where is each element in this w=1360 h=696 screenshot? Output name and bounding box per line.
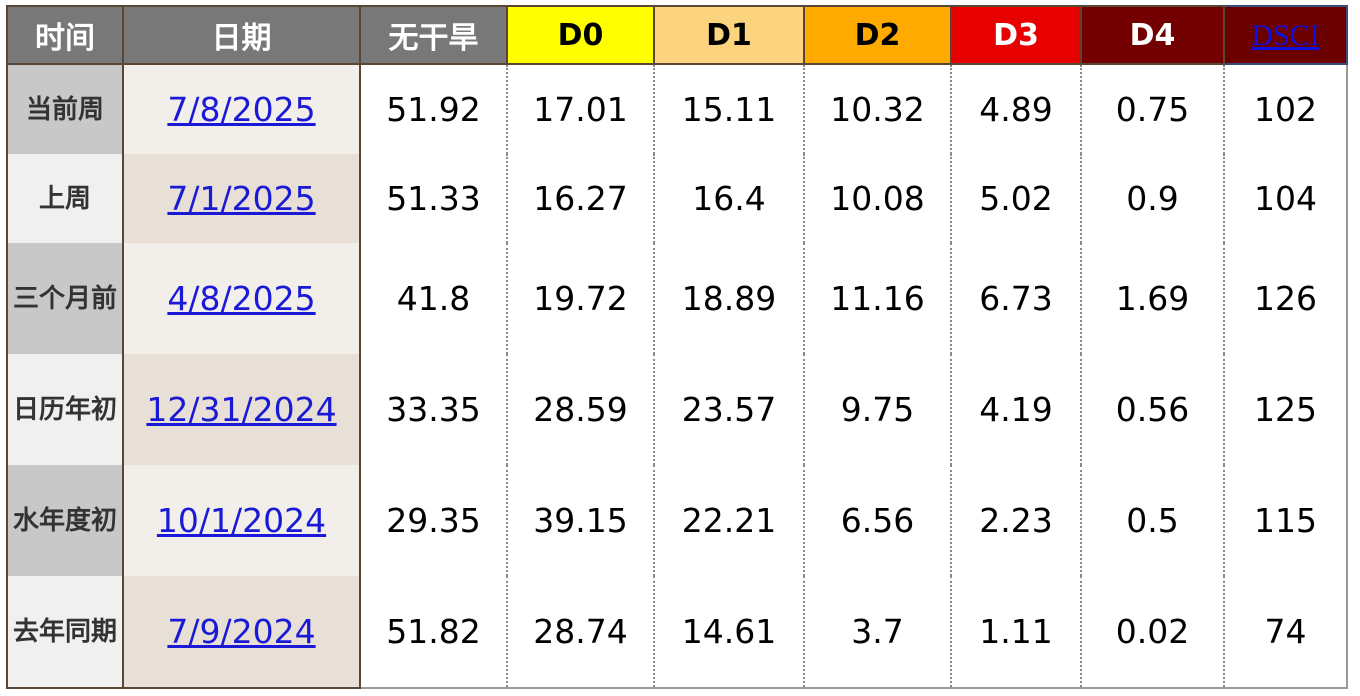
header-d0: D0: [506, 5, 655, 65]
d4-value: 0.56: [1080, 354, 1225, 465]
table-row: 上周 7/1/2025 51.33 16.27 16.4 10.08 5.02 …: [6, 154, 1348, 243]
d2-value: 3.7: [803, 576, 952, 689]
d3-value: 4.89: [950, 64, 1082, 154]
d3-value: 2.23: [950, 465, 1082, 576]
table-row: 当前周 7/8/2025 51.92 17.01 15.11 10.32 4.8…: [6, 64, 1348, 154]
d0-value: 17.01: [506, 64, 655, 154]
d1-value: 14.61: [653, 576, 805, 689]
header-d1: D1: [653, 5, 805, 65]
dsci-value: 104: [1223, 154, 1348, 243]
d0-value: 39.15: [506, 465, 655, 576]
none-value: 51.92: [359, 64, 508, 154]
d2-value: 10.08: [803, 154, 952, 243]
d2-value: 10.32: [803, 64, 952, 154]
header-time: 时间: [6, 5, 124, 65]
time-label: 去年同期: [6, 576, 124, 689]
d3-value: 4.19: [950, 354, 1082, 465]
table-row: 三个月前 4/8/2025 41.8 19.72 18.89 11.16 6.7…: [6, 243, 1348, 354]
d4-value: 0.02: [1080, 576, 1225, 689]
d3-value: 1.11: [950, 576, 1082, 689]
d1-value: 23.57: [653, 354, 805, 465]
header-d2: D2: [803, 5, 952, 65]
date-link[interactable]: 12/31/2024: [146, 390, 337, 429]
d4-value: 1.69: [1080, 243, 1225, 354]
d1-value: 16.4: [653, 154, 805, 243]
table-row: 去年同期 7/9/2024 51.82 28.74 14.61 3.7 1.11…: [6, 576, 1348, 689]
time-label: 当前周: [6, 64, 124, 154]
d3-value: 6.73: [950, 243, 1082, 354]
d0-value: 28.59: [506, 354, 655, 465]
dsci-value: 126: [1223, 243, 1348, 354]
none-value: 51.82: [359, 576, 508, 689]
header-d3: D3: [950, 5, 1082, 65]
time-label: 三个月前: [6, 243, 124, 354]
date-link[interactable]: 7/8/2025: [167, 90, 316, 129]
dsci-value: 102: [1223, 64, 1348, 154]
d4-value: 0.75: [1080, 64, 1225, 154]
dsci-value: 125: [1223, 354, 1348, 465]
d4-value: 0.5: [1080, 465, 1225, 576]
date-cell: 4/8/2025: [122, 243, 361, 354]
time-label: 日历年初: [6, 354, 124, 465]
date-cell: 10/1/2024: [122, 465, 361, 576]
table-row: 日历年初 12/31/2024 33.35 28.59 23.57 9.75 4…: [6, 354, 1348, 465]
date-link[interactable]: 7/1/2025: [167, 179, 316, 218]
header-date: 日期: [122, 5, 361, 65]
d0-value: 28.74: [506, 576, 655, 689]
date-link[interactable]: 10/1/2024: [156, 501, 327, 540]
header-dsci: DSCI: [1223, 5, 1348, 65]
d3-value: 5.02: [950, 154, 1082, 243]
d0-value: 19.72: [506, 243, 655, 354]
drought-statistics-table: 时间 日期 无干旱 D0 D1 D2 D3 D4 DSCI 当前周 7/8/20…: [6, 5, 1348, 689]
none-value: 51.33: [359, 154, 508, 243]
d2-value: 9.75: [803, 354, 952, 465]
time-label: 水年度初: [6, 465, 124, 576]
date-link[interactable]: 7/9/2024: [167, 612, 316, 651]
date-cell: 7/9/2024: [122, 576, 361, 689]
d4-value: 0.9: [1080, 154, 1225, 243]
header-d4: D4: [1080, 5, 1225, 65]
date-link[interactable]: 4/8/2025: [167, 279, 316, 318]
d1-value: 22.21: [653, 465, 805, 576]
header-row: 时间 日期 无干旱 D0 D1 D2 D3 D4 DSCI: [6, 5, 1348, 65]
d2-value: 6.56: [803, 465, 952, 576]
none-value: 33.35: [359, 354, 508, 465]
d0-value: 16.27: [506, 154, 655, 243]
header-none: 无干旱: [359, 5, 508, 65]
date-cell: 7/1/2025: [122, 154, 361, 243]
time-label: 上周: [6, 154, 124, 243]
d1-value: 18.89: [653, 243, 805, 354]
drought-table-container: 时间 日期 无干旱 D0 D1 D2 D3 D4 DSCI 当前周 7/8/20…: [6, 5, 1348, 689]
dsci-link[interactable]: DSCI: [1251, 18, 1320, 52]
date-cell: 12/31/2024: [122, 354, 361, 465]
dsci-value: 74: [1223, 576, 1348, 689]
d1-value: 15.11: [653, 64, 805, 154]
none-value: 41.8: [359, 243, 508, 354]
table-row: 水年度初 10/1/2024 29.35 39.15 22.21 6.56 2.…: [6, 465, 1348, 576]
d2-value: 11.16: [803, 243, 952, 354]
date-cell: 7/8/2025: [122, 64, 361, 154]
none-value: 29.35: [359, 465, 508, 576]
dsci-value: 115: [1223, 465, 1348, 576]
